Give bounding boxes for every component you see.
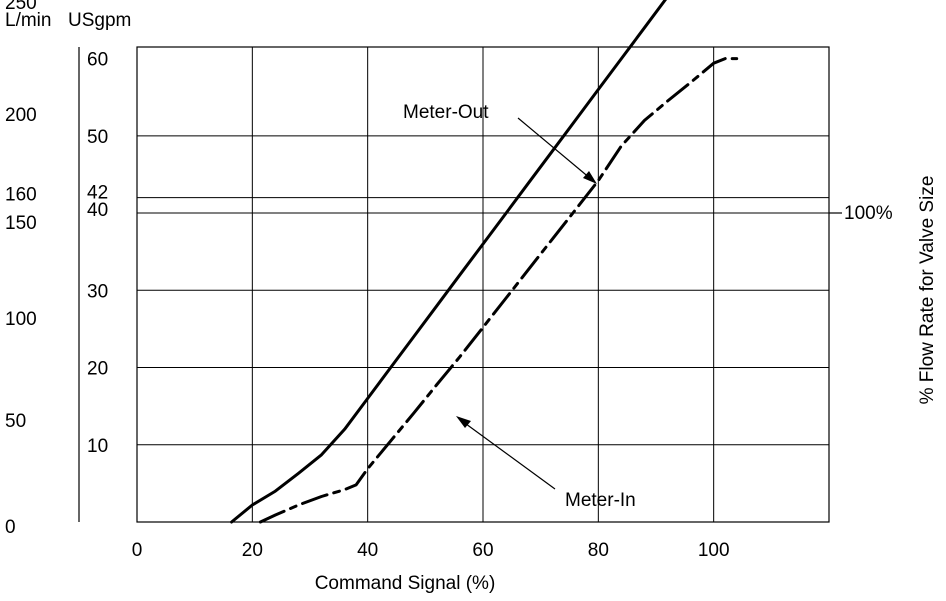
series-layer [230,0,739,524]
series-meter-out-line [230,0,667,524]
plot-frame [136,46,830,523]
x-tick-60: 60 [472,540,493,561]
meter-in-arrow [461,420,556,490]
gpm-tick-10: 10 [87,436,108,457]
x-tick-40: 40 [357,540,378,561]
gpm-tick-42: 42 [87,183,108,204]
series-meter-in-line [258,57,739,524]
grid [137,47,829,522]
lpm-tick-160: 160 [5,185,37,206]
gpm-unit-label: USgpm [68,10,131,31]
gpm-tick-60: 60 [87,50,108,71]
x-tick-labels: 0 20 40 60 80 100 [132,540,730,561]
lpm-tick-labels: 0 50 100 150 160 200 250 [5,0,37,538]
x-tick-0: 0 [132,540,143,561]
right-axis-title: % Flow Rate for Valve Size [917,176,938,405]
x-tick-80: 80 [588,540,609,561]
meter-out-arrowhead [583,171,597,184]
gpm-tick-40: 40 [87,200,108,221]
lpm-unit-label: L/min [5,10,51,31]
reference-line-label: 100% [844,203,893,224]
meter-in-arrowhead [456,416,471,428]
meter-out-label: Meter-Out [403,102,489,123]
lpm-tick-250: 250 [5,0,37,14]
x-axis-title: Command Signal (%) [315,573,496,594]
meter-in-label: Meter-In [565,490,636,511]
gpm-tick-30: 30 [87,281,108,302]
x-tick-20: 20 [242,540,263,561]
x-tick-100: 100 [698,540,730,561]
lpm-tick-50: 50 [5,411,26,432]
lpm-tick-200: 200 [5,105,37,126]
lpm-tick-100: 100 [5,309,37,330]
meter-out-arrow [517,117,592,180]
gpm-tick-20: 20 [87,359,108,380]
gpm-tick-50: 50 [87,127,108,148]
lpm-tick-150: 150 [5,213,37,234]
lpm-tick-0: 0 [5,517,16,538]
